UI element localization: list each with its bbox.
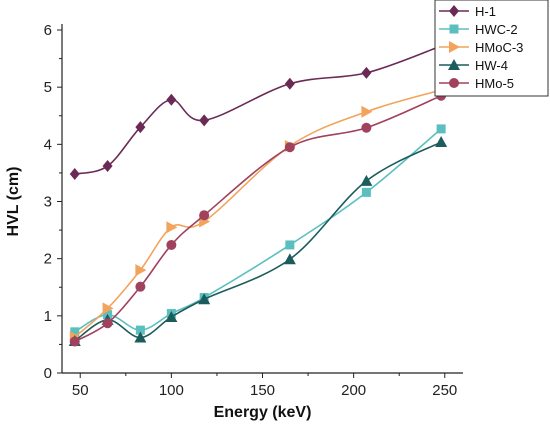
data-point: [284, 77, 295, 90]
series-line: [74, 95, 442, 343]
legend-item: HMo-5: [439, 76, 514, 91]
data-point: [361, 187, 371, 197]
data-point: [102, 160, 113, 173]
legend-label: HWC-2: [475, 22, 518, 37]
data-point: [102, 302, 114, 315]
y-tick-label: 2: [44, 251, 52, 268]
data-point: [284, 142, 295, 153]
legend-label: HMo-5: [475, 76, 514, 91]
legend-swatch-marker: [449, 78, 459, 88]
plot-area: [68, 40, 448, 347]
data-point: [436, 124, 446, 134]
y-tick-label: 4: [44, 136, 52, 153]
data-point: [198, 293, 211, 305]
legend-label: H-1: [475, 4, 496, 19]
x-tick-label: 50: [72, 382, 89, 399]
y-tick-label: 6: [44, 22, 52, 39]
data-point: [166, 239, 177, 250]
axes: 50 100 150 200 250 0 1 2 3 4 5 6: [44, 22, 463, 399]
data-point: [360, 174, 373, 186]
legend-swatch-marker: [449, 41, 460, 53]
data-point: [165, 310, 178, 322]
data-point: [283, 253, 296, 265]
data-point: [435, 136, 448, 148]
y-tick-label: 5: [44, 79, 52, 96]
series-line: [74, 45, 442, 175]
data-point: [361, 105, 373, 118]
data-point: [199, 210, 210, 221]
legend-label: HMoC-3: [475, 40, 523, 55]
series-line: [74, 89, 442, 338]
legend-item: H-1: [439, 4, 496, 19]
x-tick-label: 150: [250, 382, 275, 399]
legend-item: HW-4: [439, 58, 508, 73]
data-point: [70, 327, 80, 337]
series-line: [74, 128, 442, 333]
data-point: [361, 122, 372, 133]
data-point: [69, 336, 80, 347]
data-point: [285, 240, 295, 250]
data-point: [135, 325, 145, 335]
legend: H-1 HWC-2 HMoC-3 HW-4 HMo-5: [434, 0, 549, 97]
data-point: [361, 66, 372, 79]
data-point: [135, 281, 146, 292]
x-tick-label: 200: [341, 382, 366, 399]
data-point: [199, 114, 210, 127]
legend-swatch-marker: [449, 24, 459, 34]
data-point: [166, 221, 178, 234]
legend-item: HWC-2: [439, 22, 518, 37]
y-axis-title: HVL (cm): [5, 167, 22, 237]
y-tick-label: 1: [44, 308, 52, 325]
series-hw-4: [68, 136, 448, 346]
series-hmo-5: [69, 90, 447, 347]
x-tick-label: 100: [159, 382, 184, 399]
data-point: [166, 93, 177, 106]
series-h-1: [69, 40, 447, 181]
data-point: [102, 318, 113, 329]
data-point: [134, 331, 147, 343]
legend-item: HMoC-3: [439, 40, 523, 55]
data-point: [135, 121, 146, 134]
x-axis-title: Energy (keV): [214, 404, 312, 421]
legend-swatch-marker: [449, 5, 459, 17]
legend-swatch-marker: [448, 59, 460, 70]
data-point: [69, 168, 80, 181]
y-tick-label: 3: [44, 194, 52, 211]
data-point: [135, 264, 147, 277]
legend-label: HW-4: [475, 58, 508, 73]
y-tick-label: 0: [44, 365, 52, 382]
x-tick-label: 250: [432, 382, 457, 399]
